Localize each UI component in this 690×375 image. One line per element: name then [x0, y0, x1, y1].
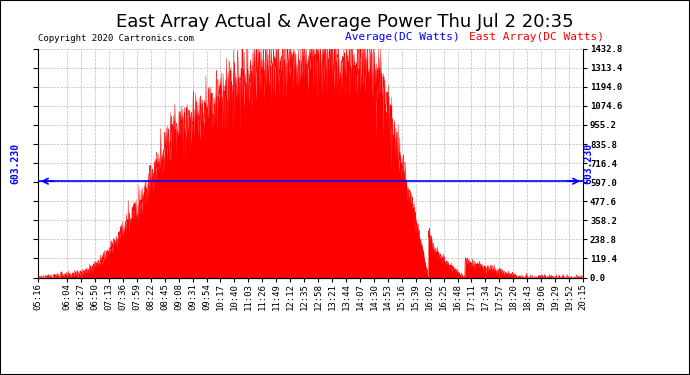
- Text: Average(DC Watts): Average(DC Watts): [345, 32, 460, 42]
- Text: Copyright 2020 Cartronics.com: Copyright 2020 Cartronics.com: [38, 34, 194, 43]
- Text: East Array Actual & Average Power Thu Jul 2 20:35: East Array Actual & Average Power Thu Ju…: [116, 13, 574, 31]
- Text: East Array(DC Watts): East Array(DC Watts): [469, 32, 604, 42]
- Text: 603.230: 603.230: [583, 142, 593, 184]
- Text: 603.230: 603.230: [11, 142, 21, 184]
